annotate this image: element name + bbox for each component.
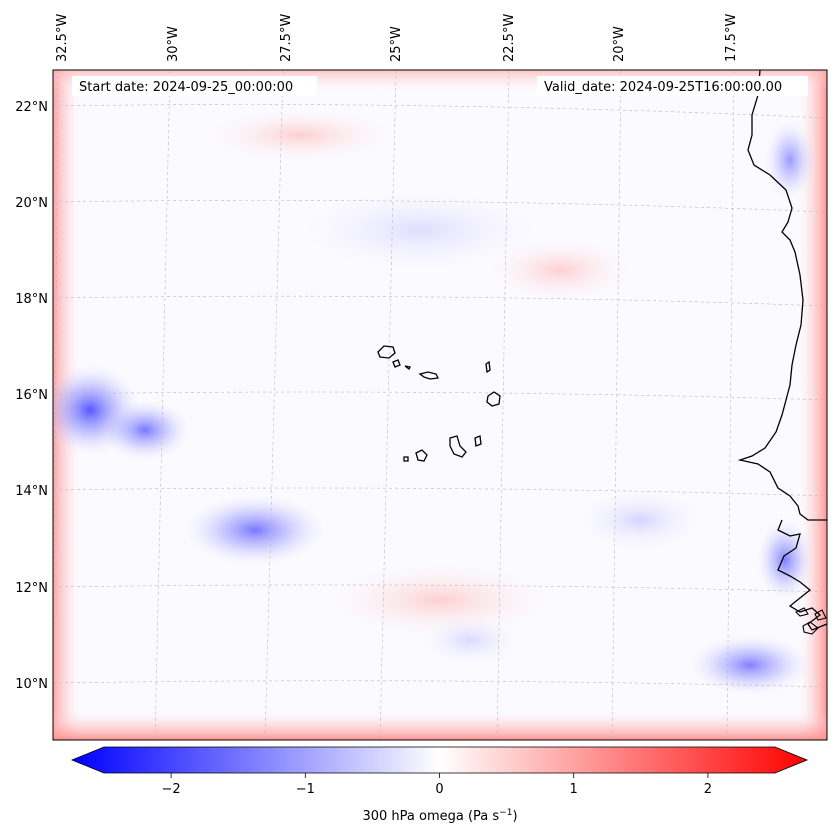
lon-label-30w: 30°W xyxy=(166,26,181,62)
omega-field-pale-red-3 xyxy=(330,565,550,635)
omega-field-pale-blue-1 xyxy=(300,190,540,270)
lon-label-27-5w: 27.5°W xyxy=(279,14,294,62)
island-santa-luzia xyxy=(404,365,411,370)
coastline-islands-bijagos xyxy=(795,607,827,635)
omega-field-blue-cluster-coast xyxy=(757,520,813,600)
colorbar-tick-label: −1 xyxy=(296,782,315,797)
omega-field-blue-cluster-southeast xyxy=(690,635,810,695)
lon-label-25w: 25°W xyxy=(389,26,404,62)
colorbar-tick-label: 2 xyxy=(704,782,712,797)
omega-field-pale-red-2 xyxy=(490,240,630,300)
colorbar-tick-label: 1 xyxy=(570,782,578,797)
omega-field-blue-cluster-northeast xyxy=(765,120,815,200)
map-panel xyxy=(53,70,827,740)
omega-field-pale-red-1 xyxy=(210,110,390,160)
lat-label-12n: 12°N xyxy=(15,581,48,596)
longitude-labels: 32.5°W 30°W 27.5°W 25°W 22.5°W 20°W 17.5… xyxy=(55,14,739,62)
colorbar-body xyxy=(70,746,809,774)
island-boa-vista xyxy=(486,391,501,407)
lat-label-14n: 14°N xyxy=(15,484,48,499)
gridlines xyxy=(53,70,827,740)
lat-label-20n: 20°N xyxy=(15,196,48,211)
colorbar-label: 300 hPa omega (Pa s−1) xyxy=(362,808,517,824)
colorbar: −2 −1 0 1 2 300 hPa omega (Pa s−1) xyxy=(70,746,809,824)
start-date-box xyxy=(72,76,317,96)
omega-field-bottom-edge xyxy=(53,712,827,740)
island-santo-antao xyxy=(377,345,396,359)
colorbar-tick-label: 0 xyxy=(435,782,443,797)
lat-label-22n: 22°N xyxy=(15,100,48,115)
island-sal xyxy=(485,360,491,374)
colorbar-ticks xyxy=(170,773,709,778)
island-santiago xyxy=(449,435,467,458)
island-sao-nicolau xyxy=(418,371,439,380)
lon-label-32-5w: 32.5°W xyxy=(55,14,70,62)
lat-label-16n: 16°N xyxy=(15,388,48,403)
valid-date-box xyxy=(537,76,808,96)
lat-label-18n: 18°N xyxy=(15,292,48,307)
colorbar-tick-label: −2 xyxy=(162,782,181,797)
island-brava xyxy=(403,456,409,462)
cape-verde-islands xyxy=(377,345,501,462)
lon-label-17-5w: 17.5°W xyxy=(724,14,739,62)
coastline-mainland xyxy=(737,70,827,631)
latitude-labels: 22°N 20°N 18°N 16°N 14°N 12°N 10°N xyxy=(15,100,48,692)
island-maio xyxy=(474,435,482,447)
island-fogo xyxy=(415,449,428,462)
map-frame xyxy=(52,69,828,741)
omega-field-pale-blue-2 xyxy=(580,490,700,550)
lon-label-20w: 20°W xyxy=(612,26,627,62)
valid-date-label: Valid_date: 2024-09-25T16:00:00.00 xyxy=(544,80,782,95)
omega-field-blue-cluster-west-2 xyxy=(100,400,190,460)
colorbar-tick-labels: −2 −1 0 1 2 xyxy=(162,782,713,797)
omega-field-blue-cluster-central xyxy=(185,495,325,565)
lat-label-10n: 10°N xyxy=(15,677,48,692)
omega-field-pale-blue-3 xyxy=(420,615,520,665)
start-date-label: Start date: 2024-09-25_00:00:00 xyxy=(79,80,293,95)
lon-label-22-5w: 22.5°W xyxy=(502,14,517,62)
island-sao-vicente xyxy=(392,359,401,368)
